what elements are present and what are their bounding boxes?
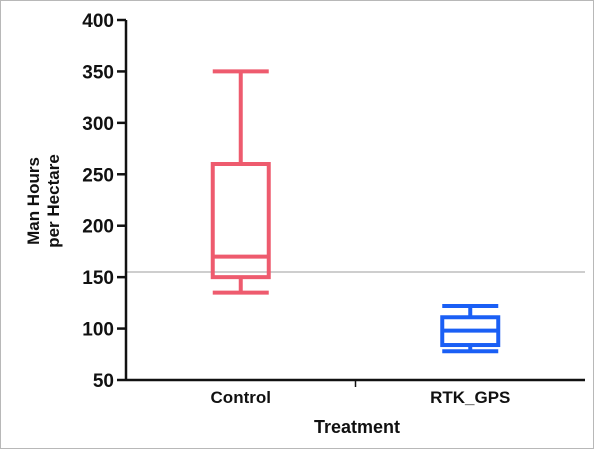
y-tick-label: 150 xyxy=(82,268,114,289)
y-axis-label-line-1: Man Hours xyxy=(24,157,43,245)
y-tick-label: 350 xyxy=(82,62,114,83)
y-tick-label: 250 xyxy=(82,165,114,186)
box-rtk-gps xyxy=(440,303,501,354)
y-axis-label-line-2: per Hectare xyxy=(44,154,63,248)
iqr-box xyxy=(210,162,271,280)
x-tick-label: RTK_GPS xyxy=(430,388,510,407)
y-tick-label: 100 xyxy=(82,320,114,341)
axes-layer: 50 100 150 200 250 300 350 400 Control RTK_GPS xyxy=(82,11,585,407)
box-control xyxy=(210,69,271,295)
y-tick-label: 200 xyxy=(82,217,114,238)
x-axis-label: Treatment xyxy=(314,417,400,437)
y-tick-label: 400 xyxy=(82,11,114,32)
y-tick-label: 300 xyxy=(82,114,114,135)
x-tick-label: Control xyxy=(211,388,271,407)
y-tick-label: 50 xyxy=(93,371,114,392)
boxes-layer xyxy=(210,69,501,354)
